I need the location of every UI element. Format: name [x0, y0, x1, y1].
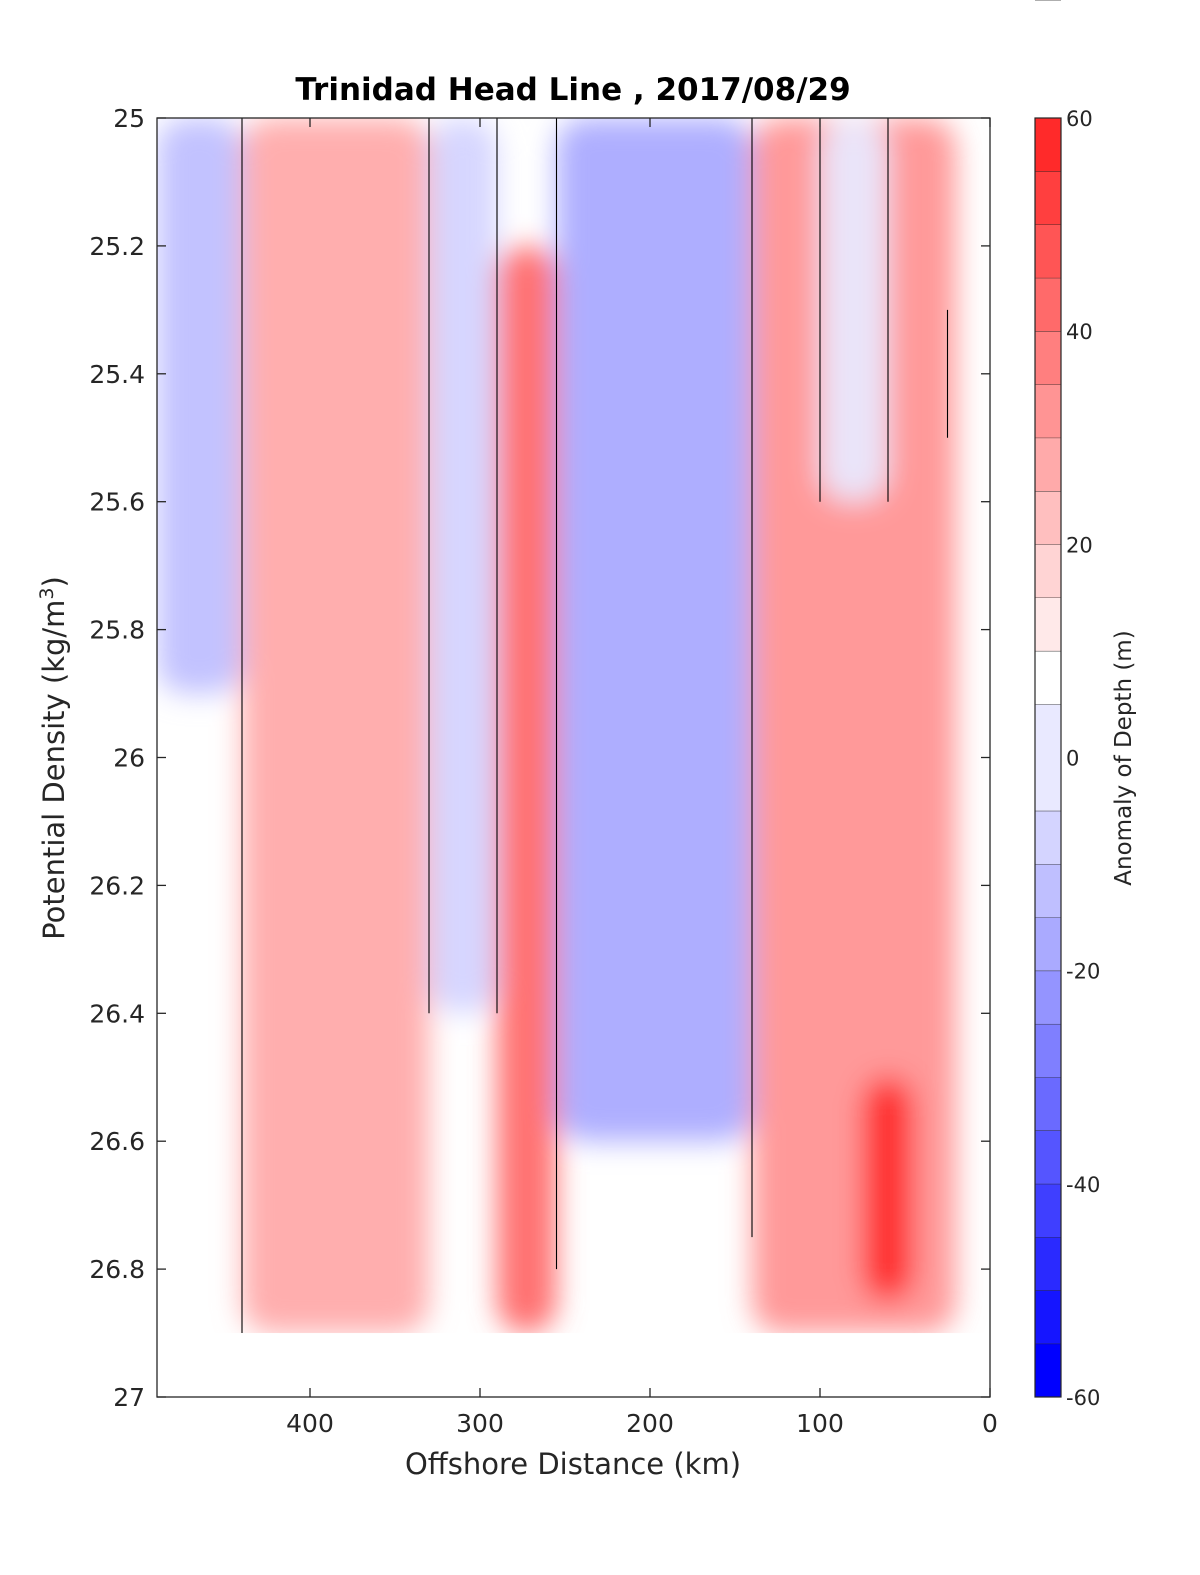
- colorbar-band: [1035, 171, 1061, 225]
- y-axis-label-superscript: 3: [36, 587, 58, 599]
- colorbar-band: [1035, 224, 1061, 278]
- colorbar-tick-label: 60: [1066, 107, 1093, 131]
- x-tick-label: 400: [286, 1409, 334, 1438]
- y-tick-label: 26: [113, 744, 145, 773]
- colorbar-band: [1035, 650, 1061, 705]
- colorbar-band: [1035, 331, 1061, 385]
- colorbar-band: [1035, 544, 1061, 598]
- y-tick-label: 26.4: [89, 999, 145, 1028]
- colorbar-band: [1035, 1130, 1061, 1184]
- anomaly-region-3: [429, 118, 497, 1014]
- x-tick-label: 300: [456, 1409, 504, 1438]
- anomaly-region-7: [820, 118, 888, 502]
- y-tick-label: 25: [113, 104, 145, 133]
- colorbar-band: [1035, 810, 1061, 865]
- anomaly-region-4: [497, 245, 557, 1334]
- anomaly-region-5: [556, 118, 752, 1142]
- colorbar-tick-label: 20: [1066, 533, 1093, 557]
- colorbar-band: [1035, 917, 1061, 971]
- colorbar-tick-label: -40: [1066, 1173, 1100, 1197]
- zero-contour-lines: [241, 118, 949, 1334]
- colorbar-tick-label: -20: [1066, 960, 1100, 984]
- colorbar-band: [1035, 437, 1061, 492]
- anomaly-region-8: [862, 1077, 914, 1302]
- colorbar-tick-label: -60: [1066, 1386, 1100, 1410]
- colorbar-band: [1035, 1077, 1061, 1131]
- y-axis-label: Potential Density (kg/m3): [36, 576, 71, 940]
- y-axis: 25 25.2 25.4 25.6 25.8 26 26.2 26.4 26.6 26.8 27: [89, 104, 990, 1412]
- colorbar-band: [1035, 277, 1061, 332]
- y-axis-label-prefix: Potential Density (kg/m: [37, 600, 71, 940]
- colorbar-band: [1035, 864, 1061, 918]
- colorbar-label: Anomaly of Depth (m): [1111, 630, 1137, 885]
- no-data-band: [157, 1333, 990, 1397]
- y-axis-label-suffix: ): [37, 576, 71, 587]
- y-tick-label: 25.6: [89, 488, 145, 517]
- colorbar-tick-label: 40: [1066, 320, 1093, 344]
- y-tick-label: 25.4: [89, 360, 145, 389]
- colorbar-frame: [1034, 117, 1062, 1398]
- colorbar-band: [1035, 704, 1061, 811]
- colorbar: 60 40 20 0 -20 -40 -60: [1034, 0, 1100, 1410]
- y-tick-label: 26.6: [89, 1127, 145, 1156]
- plot-area: [157, 118, 990, 1397]
- y-tick-label: 25.8: [89, 616, 145, 645]
- anomaly-region-2: [242, 118, 429, 1334]
- colorbar-band: [1035, 1237, 1061, 1291]
- colorbar-tick-label: 0: [1066, 747, 1079, 771]
- colorbar-band: [1035, 597, 1061, 651]
- colorbar-band: [1035, 1290, 1061, 1344]
- colorbar-band: [1035, 1023, 1061, 1078]
- chart-title: Trinidad Head Line , 2017/08/29: [295, 72, 850, 108]
- y-tick-label: 25.2: [89, 232, 145, 261]
- x-tick-label: 100: [796, 1409, 844, 1438]
- anomaly-region-1: [157, 118, 242, 694]
- y-tick-label: 26.2: [89, 871, 145, 900]
- colorbar-band: [1035, 970, 1061, 1024]
- anomaly-field: [157, 118, 956, 1334]
- y-tick-label: 26.8: [89, 1255, 145, 1284]
- y-tick-label: 27: [113, 1383, 145, 1412]
- colorbar-band: [1035, 491, 1061, 545]
- colorbar-band: [1035, 384, 1061, 438]
- colorbar-band: [1035, 118, 1061, 172]
- x-axis-label: Offshore Distance (km): [405, 1447, 741, 1481]
- colorbar-band: [1035, 1183, 1061, 1238]
- x-tick-label: 200: [626, 1409, 674, 1438]
- x-axis: 400 300 200 100 0: [286, 118, 998, 1438]
- colorbar-band: [1035, 1343, 1061, 1397]
- x-tick-label: 0: [982, 1409, 998, 1438]
- anomaly-region-6: [752, 118, 956, 1334]
